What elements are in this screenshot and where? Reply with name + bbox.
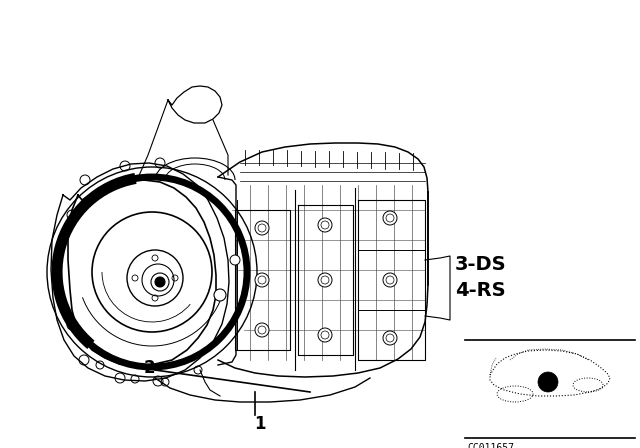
Ellipse shape xyxy=(151,273,169,291)
Circle shape xyxy=(230,255,240,265)
Ellipse shape xyxy=(155,277,165,287)
Circle shape xyxy=(538,372,558,392)
Circle shape xyxy=(318,273,332,287)
Text: CC011657: CC011657 xyxy=(467,443,514,448)
Text: 4-RS: 4-RS xyxy=(455,280,506,300)
Text: 3-DS: 3-DS xyxy=(455,255,507,275)
Circle shape xyxy=(255,323,269,337)
Circle shape xyxy=(318,218,332,232)
Circle shape xyxy=(383,273,397,287)
Text: 1: 1 xyxy=(254,415,266,433)
Circle shape xyxy=(255,273,269,287)
Circle shape xyxy=(383,211,397,225)
Circle shape xyxy=(318,328,332,342)
Circle shape xyxy=(383,331,397,345)
Ellipse shape xyxy=(142,264,174,296)
Circle shape xyxy=(214,289,226,301)
Text: 2: 2 xyxy=(143,359,155,377)
Circle shape xyxy=(255,221,269,235)
